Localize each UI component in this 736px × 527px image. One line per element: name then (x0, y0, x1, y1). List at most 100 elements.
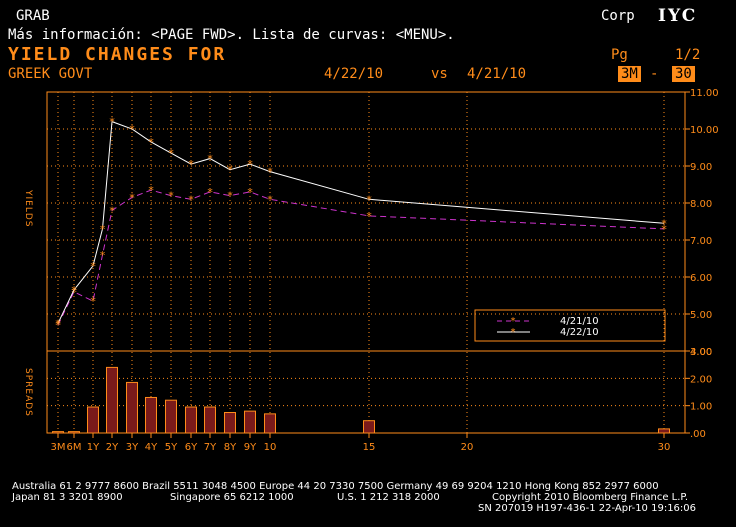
x-tick-label: 2Y (106, 442, 119, 453)
legend-marker-old: * (510, 316, 516, 327)
spread-bar (264, 413, 276, 434)
series-point: * (109, 204, 116, 217)
legend-box (474, 309, 666, 342)
footer-sn: SN 207019 H197-436-1 22-Apr-10 19:16:06 (478, 503, 697, 514)
y-tick-label: 5.00 (690, 310, 712, 321)
function-code[interactable]: IYC (658, 6, 698, 26)
hint-text: Más información: <PAGE FWD>. Lista de cu… (8, 27, 455, 43)
y-tick-label: 11.00 (690, 88, 719, 99)
series-point: * (148, 136, 155, 149)
spread-bar (204, 406, 216, 434)
x-tick-label: 20 (461, 442, 474, 453)
spreads-axis-label: SPREADS (23, 368, 33, 417)
footer-line-1: Australia 61 2 9777 8600 Brazil 5511 304… (12, 481, 659, 492)
page-label: Pg (611, 47, 628, 63)
spread-bar (658, 428, 670, 434)
page-number: 1/2 (675, 47, 701, 63)
spread-bar (185, 406, 197, 434)
x-tick-label: 3Y (126, 442, 139, 453)
x-tick-label: 7Y (204, 442, 217, 453)
series-point: * (207, 186, 214, 199)
spread-bar (165, 399, 177, 434)
spread-tick-label: 3.00 (690, 347, 712, 358)
x-tick-label: 3M (51, 442, 66, 453)
series-point: * (168, 190, 175, 203)
series-point: * (168, 147, 175, 160)
spread-bar (126, 381, 138, 434)
series-point: * (366, 210, 373, 223)
spread-bar (224, 412, 236, 434)
plot-frame (46, 91, 686, 434)
x-tick-label: 4Y (145, 442, 158, 453)
app-name: GRAB (16, 8, 50, 24)
spread-tick-label: 1.00 (690, 402, 712, 413)
y-tick-label: 9.00 (690, 162, 712, 173)
series-point: * (267, 166, 274, 179)
series-point: * (227, 164, 234, 177)
date1: 4/22/10 (324, 66, 384, 82)
y-tick-label: 6.00 (690, 273, 712, 284)
curve-name: GREEK GOVT (8, 66, 93, 82)
series-point: * (55, 317, 62, 330)
vs-label: vs (431, 66, 448, 82)
spread-tick-label: .00 (690, 429, 706, 440)
series-point: * (90, 295, 97, 308)
spread-bar (87, 406, 99, 434)
chart-grid (47, 92, 685, 433)
x-tick-label: 6M (67, 442, 82, 453)
range-to-field[interactable]: 30 (672, 66, 695, 82)
y-tick-label: 10.00 (690, 125, 719, 136)
series-point: * (188, 158, 195, 171)
y-tick-label: 7.00 (690, 236, 712, 247)
series-point: * (207, 153, 214, 166)
yields-axis-label: YIELDS (23, 189, 33, 228)
spread-bar (106, 366, 118, 434)
series-point: * (129, 123, 136, 136)
series-point: * (55, 319, 62, 332)
series-point: * (71, 284, 78, 297)
series-point: * (267, 193, 274, 206)
series-point: * (661, 223, 668, 236)
footer-singapore: Singapore 65 6212 1000 (170, 492, 294, 503)
x-tick-label: 5Y (165, 442, 178, 453)
range-separator: - (650, 66, 659, 82)
series-point: * (71, 286, 78, 299)
series-point: * (227, 190, 234, 203)
spread-tick-label: 2.00 (690, 374, 712, 385)
chart-axes: 11.0010.009.008.007.006.005.004.003.002.… (46, 88, 719, 453)
x-tick-label: 6Y (185, 442, 198, 453)
x-tick-label: 30 (658, 442, 671, 453)
series-point: * (188, 193, 195, 206)
series-line-4-22 (57, 120, 665, 324)
series-line-4-21 (57, 189, 665, 326)
series-point: * (109, 116, 116, 129)
footer-us: U.S. 1 212 318 2000 (337, 492, 440, 503)
market-label: Corp (601, 8, 635, 24)
legend-label-new: 4/22/10 (560, 327, 599, 338)
spread-bar (363, 420, 375, 434)
series-point: * (247, 186, 254, 199)
spread-bars (52, 366, 670, 434)
y-tick-label: 4.00 (690, 347, 712, 358)
series-point: * (247, 158, 254, 171)
x-tick-label: 9Y (244, 442, 257, 453)
footer-copyright: Copyright 2010 Bloomberg Finance L.P. (492, 492, 689, 503)
page-title: YIELD CHANGES FOR (8, 44, 227, 65)
legend-marker-new: * (510, 327, 516, 338)
spread-bar (244, 410, 256, 434)
series-point: * (661, 217, 668, 230)
x-tick-label: 15 (363, 442, 376, 453)
x-tick-label: 10 (264, 442, 277, 453)
series-point: * (90, 260, 97, 273)
series-point: * (129, 191, 136, 204)
series-point: * (148, 184, 155, 197)
series-point: * (99, 249, 106, 262)
legend-label-old: 4/21/10 (560, 316, 599, 327)
chart-legend: * 4/21/10 * 4/22/10 (474, 309, 666, 342)
x-tick-label: 1Y (87, 442, 100, 453)
series-point: * (99, 223, 106, 236)
range-from-field[interactable]: 3M (618, 66, 641, 82)
series-point: * (366, 193, 373, 206)
spread-bar (145, 396, 157, 434)
yield-chart: ******* * ** * ************* ** **** 11.0010.0… (23, 88, 719, 453)
